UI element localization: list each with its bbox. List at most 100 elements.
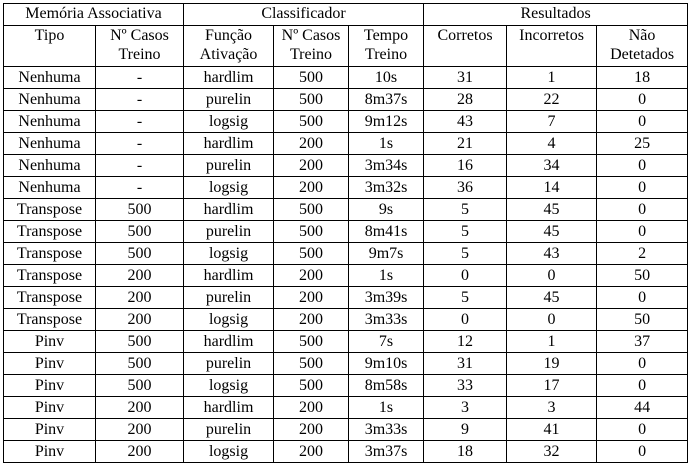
cell-nao: 0 (596, 286, 689, 309)
cell-corretos: 16 (423, 154, 508, 177)
table-row: Transpose 200 purelin 200 3m39s 5 45 0 (3, 286, 689, 309)
cell-funcao: logsig (183, 374, 275, 397)
cell-tipo: Transpose (3, 286, 96, 309)
cell-tempo: 1s (348, 396, 425, 419)
cell-casos-mem: 200 (94, 308, 185, 331)
cell-tipo: Transpose (3, 198, 96, 221)
cell-incorretos: 45 (506, 198, 598, 221)
cell-casos-mem: - (94, 66, 185, 89)
cell-funcao: purelin (183, 88, 275, 111)
cell-casos-cls: 200 (273, 154, 350, 177)
table-row: Pinv 200 purelin 200 3m33s 9 41 0 (3, 418, 689, 441)
group-memoria-associativa: Memória Associativa (2, 3, 185, 26)
cell-casos-mem: 500 (94, 352, 185, 375)
cell-casos-mem: 500 (94, 220, 185, 243)
table-row: Transpose 500 hardlim 500 9s 5 45 0 (3, 198, 689, 221)
cell-incorretos: 17 (506, 374, 598, 397)
cell-incorretos: 22 (506, 88, 598, 111)
table-row: Nenhuma - hardlim 500 10s 31 1 18 (3, 66, 689, 89)
cell-incorretos: 7 (506, 110, 598, 133)
cell-casos-mem: 200 (94, 286, 185, 309)
col-funcao-line2: Ativação (199, 46, 258, 63)
cell-tempo: 9m12s (348, 110, 425, 133)
cell-nao: 50 (596, 264, 689, 287)
cell-casos-cls: 200 (273, 176, 350, 199)
table-row: Pinv 500 purelin 500 9m10s 31 19 0 (3, 352, 689, 375)
cell-corretos: 33 (423, 374, 508, 397)
cell-casos-mem: - (94, 154, 185, 177)
cell-funcao: logsig (183, 110, 275, 133)
col-casos-memoria-line2: Treino (118, 46, 161, 63)
cell-casos-mem: 500 (94, 374, 185, 397)
cell-nao: 0 (596, 352, 689, 375)
cell-incorretos: 34 (506, 154, 598, 177)
cell-corretos: 5 (423, 198, 508, 221)
cell-casos-cls: 200 (273, 286, 350, 309)
cell-casos-cls: 200 (273, 440, 350, 463)
cell-nao: 37 (596, 330, 689, 353)
group-classificador: Classificador (183, 3, 425, 26)
cell-funcao: logsig (183, 308, 275, 331)
table-body: Nenhuma - hardlim 500 10s 31 1 18 Nenhuma - pureli… (3, 66, 689, 463)
cell-tipo: Pinv (3, 330, 96, 353)
col-casos-classificador-line2: Treino (289, 46, 333, 63)
cell-casos-mem: - (94, 176, 185, 199)
cell-tempo: 8m41s (348, 220, 425, 243)
cell-casos-cls: 200 (273, 418, 350, 441)
cell-tipo: Transpose (3, 264, 96, 287)
cell-nao: 0 (596, 110, 689, 133)
cell-casos-cls: 500 (273, 66, 350, 89)
cell-nao: 25 (596, 132, 689, 155)
col-nao-line1: Não (628, 27, 656, 44)
cell-tipo: Nenhuma (3, 176, 96, 199)
cell-casos-cls: 500 (273, 242, 350, 265)
cell-nao: 0 (596, 220, 689, 243)
col-tipo: Tipo (3, 25, 96, 67)
col-casos-classificador: Nº Casos Treino (273, 25, 350, 67)
table-row: Pinv 200 logsig 200 3m37s 18 32 0 (3, 440, 689, 463)
table-row: Pinv 500 hardlim 500 7s 12 1 37 (3, 330, 689, 353)
table-row: Pinv 200 hardlim 200 1s 3 3 44 (3, 396, 689, 419)
cell-tipo: Transpose (3, 242, 96, 265)
cell-tempo: 7s (348, 330, 425, 353)
cell-tempo: 1s (348, 264, 425, 287)
cell-corretos: 5 (423, 220, 508, 243)
cell-tipo: Pinv (3, 374, 96, 397)
col-casos-memoria: Nº Casos Treino (94, 25, 185, 67)
table-row: Transpose 200 hardlim 200 1s 0 0 50 (3, 264, 689, 287)
cell-tipo: Pinv (3, 440, 96, 463)
cell-casos-cls: 500 (273, 352, 350, 375)
cell-funcao: purelin (183, 418, 275, 441)
cell-funcao: hardlim (183, 264, 275, 287)
cell-tempo: 3m37s (348, 440, 425, 463)
cell-corretos: 31 (423, 352, 508, 375)
cell-funcao: logsig (183, 176, 275, 199)
cell-casos-mem: 200 (94, 396, 185, 419)
table-row: Nenhuma - purelin 500 8m37s 28 22 0 (3, 88, 689, 111)
cell-corretos: 18 (423, 440, 508, 463)
col-casos-classificador-line1: Nº Casos (281, 27, 341, 44)
cell-incorretos: 45 (506, 220, 598, 243)
cell-tipo: Pinv (3, 352, 96, 375)
col-funcao-line1: Função (204, 27, 253, 44)
table-row: Nenhuma - purelin 200 3m34s 16 34 0 (3, 154, 689, 177)
cell-corretos: 5 (423, 242, 508, 265)
cell-casos-mem: 200 (94, 418, 185, 441)
table-row: Nenhuma - logsig 500 9m12s 43 7 0 (3, 110, 689, 133)
cell-tipo: Nenhuma (3, 66, 96, 89)
cell-casos-mem: 500 (94, 330, 185, 353)
cell-tempo: 3m34s (348, 154, 425, 177)
cell-incorretos: 4 (506, 132, 598, 155)
table-row: Pinv 500 logsig 500 8m58s 33 17 0 (3, 374, 689, 397)
cell-tempo: 10s (348, 66, 425, 89)
col-corretos-label: Corretos (437, 27, 493, 44)
cell-nao: 0 (596, 176, 689, 199)
cell-casos-cls: 500 (273, 110, 350, 133)
cell-nao: 44 (596, 396, 689, 419)
cell-tipo: Transpose (3, 308, 96, 331)
cell-funcao: purelin (183, 220, 275, 243)
col-incorretos: Incorretos (506, 25, 598, 67)
cell-corretos: 9 (423, 418, 508, 441)
table-row: Nenhuma - hardlim 200 1s 21 4 25 (3, 132, 689, 155)
cell-casos-mem: 200 (94, 264, 185, 287)
